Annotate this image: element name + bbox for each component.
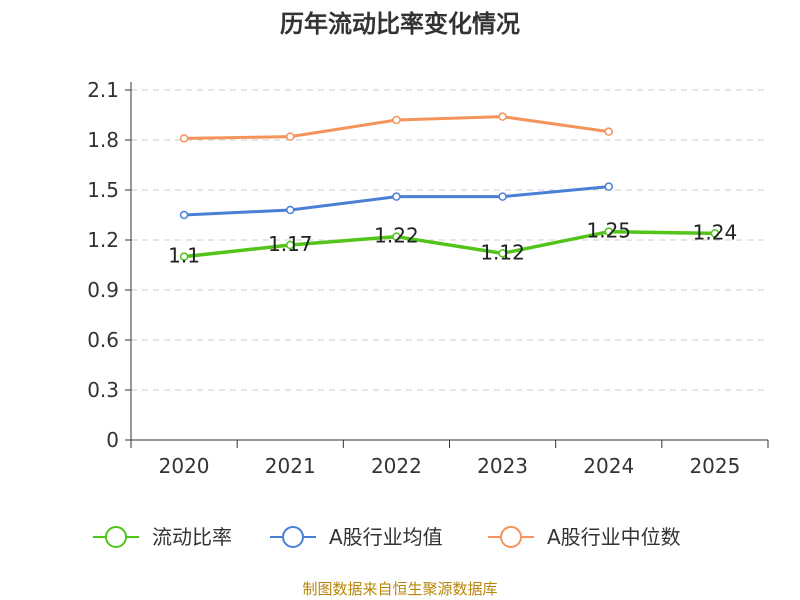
x-tick-label: 2022 [371, 454, 422, 478]
data-label: 1.1 [168, 244, 200, 268]
y-tick-label: 0.9 [87, 278, 119, 302]
x-tick-label: 2021 [265, 454, 316, 478]
y-tick-label: 1.5 [87, 178, 119, 202]
series-1-point[interactable] [392, 192, 401, 201]
data-label-layer: 1.1 1.17 1.22 1.12 1.25 1.24 [168, 219, 737, 268]
series-1-point[interactable] [604, 182, 613, 191]
y-tick-label: 0.6 [87, 328, 119, 352]
data-label: 1.24 [693, 220, 738, 244]
series-1-point[interactable] [179, 210, 189, 220]
series-0-point[interactable] [286, 240, 295, 250]
legend-item-industry-mean[interactable]: A股行业均值 [270, 525, 443, 549]
data-label: 1.17 [268, 232, 313, 256]
x-tick-label: 2020 [159, 454, 210, 478]
source-note: 制图数据来自恒生聚源数据库 [302, 580, 497, 598]
legend: 流动比率 A股行业均值 A股行业中位数 [93, 525, 681, 549]
series-2-point[interactable] [392, 115, 401, 125]
legend-marker-industry-mean [282, 526, 304, 548]
y-tick-label: 2.1 [87, 78, 119, 102]
series-line-0 [183, 229, 715, 259]
series-0-point[interactable] [710, 229, 720, 238]
series-0-point[interactable] [498, 249, 507, 258]
series-layer [179, 112, 720, 261]
data-label: 1.12 [480, 240, 525, 264]
y-tick-label: 0 [106, 428, 119, 452]
legend-label-current-ratio: 流动比率 [152, 525, 232, 549]
legend-marker-industry-median [500, 526, 522, 548]
legend-item-industry-median[interactable]: A股行业中位数 [488, 525, 681, 549]
grid-layer [131, 89, 768, 391]
x-tick-label: 2023 [477, 454, 528, 478]
legend-item-current-ratio[interactable]: 流动比率 [93, 525, 232, 549]
series-1-point[interactable] [498, 192, 507, 201]
series-2-point[interactable] [498, 112, 507, 121]
legend-label-industry-mean: A股行业均值 [329, 525, 443, 549]
series-1-point[interactable] [286, 205, 295, 215]
data-label: 1.22 [374, 224, 419, 248]
legend-label-industry-median: A股行业中位数 [547, 525, 681, 549]
series-0-point[interactable] [179, 252, 189, 261]
series-0-point[interactable] [604, 227, 613, 236]
series-2-point[interactable] [179, 134, 189, 143]
data-label: 1.25 [586, 219, 631, 243]
series-2-point[interactable] [604, 127, 613, 136]
y-tick-label: 1.8 [87, 128, 119, 152]
legend-marker-current-ratio [105, 526, 127, 548]
series-2-point[interactable] [286, 132, 295, 141]
axis-layer: 0 0.3 0.6 0.9 1.2 1.5 1.8 2.1 2020 2021 2022 2023 20… [87, 78, 769, 478]
y-tick-label: 0.3 [87, 378, 119, 402]
y-tick-label: 1.2 [87, 228, 119, 252]
chart-title: 历年流动比率变化情况 [280, 10, 520, 38]
x-tick-label: 2024 [583, 454, 634, 478]
x-tick-label: 2025 [689, 454, 740, 478]
series-0-point[interactable] [392, 232, 401, 241]
